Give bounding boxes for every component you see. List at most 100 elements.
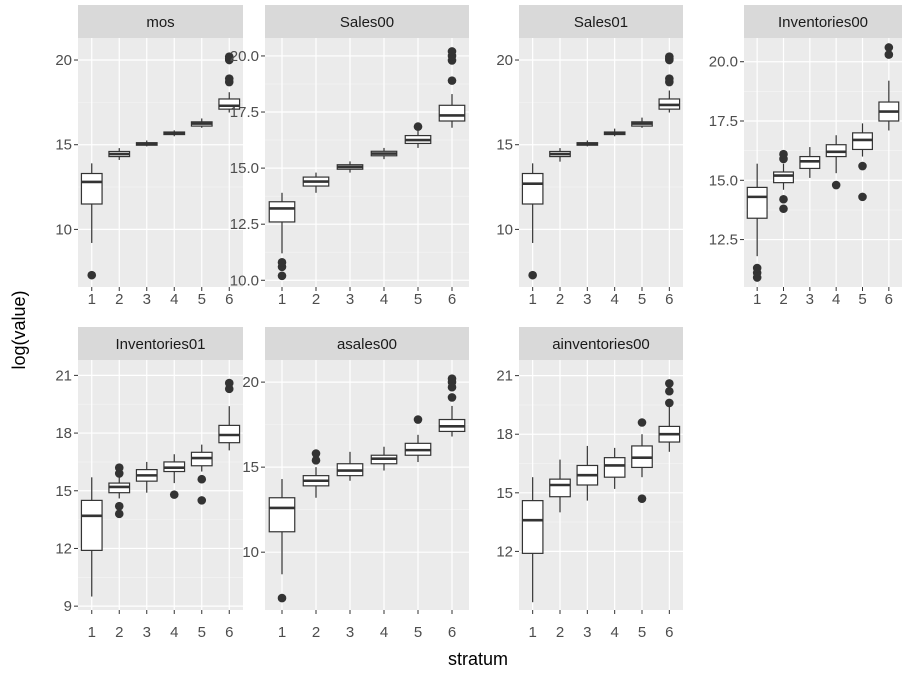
- facet-strip-label: ainventories00: [552, 336, 650, 353]
- x-tick-label: 3: [143, 291, 151, 308]
- box-iqr: [80, 499, 103, 551]
- y-tick-label: 10.0: [230, 272, 259, 289]
- box-stratum-4: [603, 128, 626, 137]
- box-iqr: [603, 457, 626, 478]
- box-iqr: [521, 172, 544, 205]
- box-stratum-3: [135, 140, 158, 147]
- x-tick-label: 4: [380, 291, 388, 308]
- box-stratum-3: [799, 147, 821, 178]
- x-tick-label: 2: [556, 624, 564, 641]
- box-stratum-3: [135, 461, 158, 493]
- box-stratum-5: [404, 122, 432, 148]
- box-stratum-4: [370, 446, 398, 471]
- y-tick-label: 15.0: [230, 160, 259, 177]
- box-stratum-4: [163, 130, 186, 137]
- y-tick-label: 9: [64, 598, 72, 615]
- box-stratum-1: [521, 477, 544, 603]
- facet-strip: [519, 327, 683, 360]
- y-tick-label: 15: [55, 137, 72, 154]
- y-tick-label: 10: [55, 221, 72, 238]
- outlier-point: [413, 122, 423, 131]
- outlier-point: [528, 270, 537, 280]
- outlier-point: [637, 418, 647, 427]
- box-stratum-1: [268, 192, 296, 281]
- x-tick-label: 4: [610, 624, 618, 641]
- box-iqr: [268, 497, 296, 533]
- box-stratum-6: [218, 378, 241, 451]
- y-tick-label: 15: [242, 459, 259, 476]
- facet-strip-label: Sales00: [340, 14, 394, 31]
- facet-asales00: asales00 10 15 20 1 2 3 4 5 6: [242, 327, 469, 641]
- y-tick-label: 18: [55, 425, 72, 442]
- x-tick-label: 1: [278, 624, 286, 641]
- y-tick-label: 15.0: [709, 172, 738, 189]
- x-tick-label: 1: [278, 291, 286, 308]
- panel-background: [78, 360, 243, 610]
- outlier-point: [779, 194, 788, 204]
- y-tick-label: 15: [496, 485, 513, 502]
- facet-strip: [78, 327, 243, 360]
- box-stratum-2: [302, 449, 330, 498]
- box-stratum-3: [576, 445, 599, 501]
- y-tick-label: 12.5: [230, 216, 259, 233]
- x-tick-label: 3: [346, 291, 354, 308]
- box-stratum-3: [336, 451, 364, 481]
- outlier-point: [224, 52, 234, 61]
- outlier-point: [858, 161, 867, 171]
- x-tick-label: 1: [753, 291, 761, 308]
- x-tick-label: 1: [528, 624, 536, 641]
- x-tick-label: 3: [583, 624, 591, 641]
- box-stratum-6: [438, 47, 466, 128]
- outlier-point: [277, 593, 287, 603]
- y-tick-label: 20: [496, 52, 513, 69]
- outlier-point: [858, 192, 867, 202]
- x-tick-label: 4: [170, 291, 178, 308]
- box-iqr: [268, 201, 296, 223]
- x-tick-label: 4: [610, 291, 618, 308]
- x-tick-label: 5: [198, 624, 206, 641]
- box-stratum-5: [631, 418, 653, 503]
- box-stratum-2: [773, 149, 794, 214]
- facet-strip-label: Sales01: [574, 14, 628, 31]
- facet-strip-label: mos: [146, 14, 174, 31]
- box-stratum-1: [80, 163, 103, 280]
- x-tick-label: 6: [665, 624, 673, 641]
- outlier-point: [169, 490, 179, 499]
- x-tick-label: 5: [414, 624, 422, 641]
- box-stratum-1: [80, 477, 103, 597]
- x-tick-label: 2: [779, 291, 787, 308]
- box-stratum-6: [658, 379, 681, 452]
- panel-background: [519, 38, 683, 287]
- outlier-point: [665, 379, 674, 388]
- outlier-point: [884, 43, 894, 52]
- x-tick-label: 5: [198, 291, 206, 308]
- outlier-point: [114, 509, 124, 519]
- x-axis-title: stratum: [448, 649, 508, 669]
- y-tick-label: 17.5: [230, 104, 259, 121]
- box-stratum-5: [404, 415, 432, 463]
- facet-mos: mos 10 15 20 1 2 3 4 5 6: [55, 5, 243, 308]
- box-iqr: [218, 98, 241, 110]
- y-tick-label: 20: [55, 52, 72, 69]
- panel-background: [519, 360, 683, 610]
- y-tick-label: 15: [496, 137, 513, 154]
- box-stratum-2: [108, 463, 131, 519]
- x-tick-label: 4: [832, 291, 840, 308]
- box-stratum-2: [549, 459, 571, 513]
- panel-background: [78, 38, 243, 287]
- box-iqr: [746, 186, 768, 219]
- y-tick-label: 12: [496, 543, 513, 560]
- outlier-point: [884, 50, 894, 59]
- box-stratum-1: [746, 163, 768, 282]
- box-iqr: [549, 478, 571, 498]
- x-tick-label: 1: [528, 291, 536, 308]
- facet-strip: [744, 5, 902, 38]
- x-tick-label: 5: [638, 291, 646, 308]
- x-tick-label: 3: [346, 624, 354, 641]
- box-iqr: [521, 500, 544, 554]
- box-stratum-5: [190, 118, 213, 128]
- outlier-point: [752, 263, 762, 273]
